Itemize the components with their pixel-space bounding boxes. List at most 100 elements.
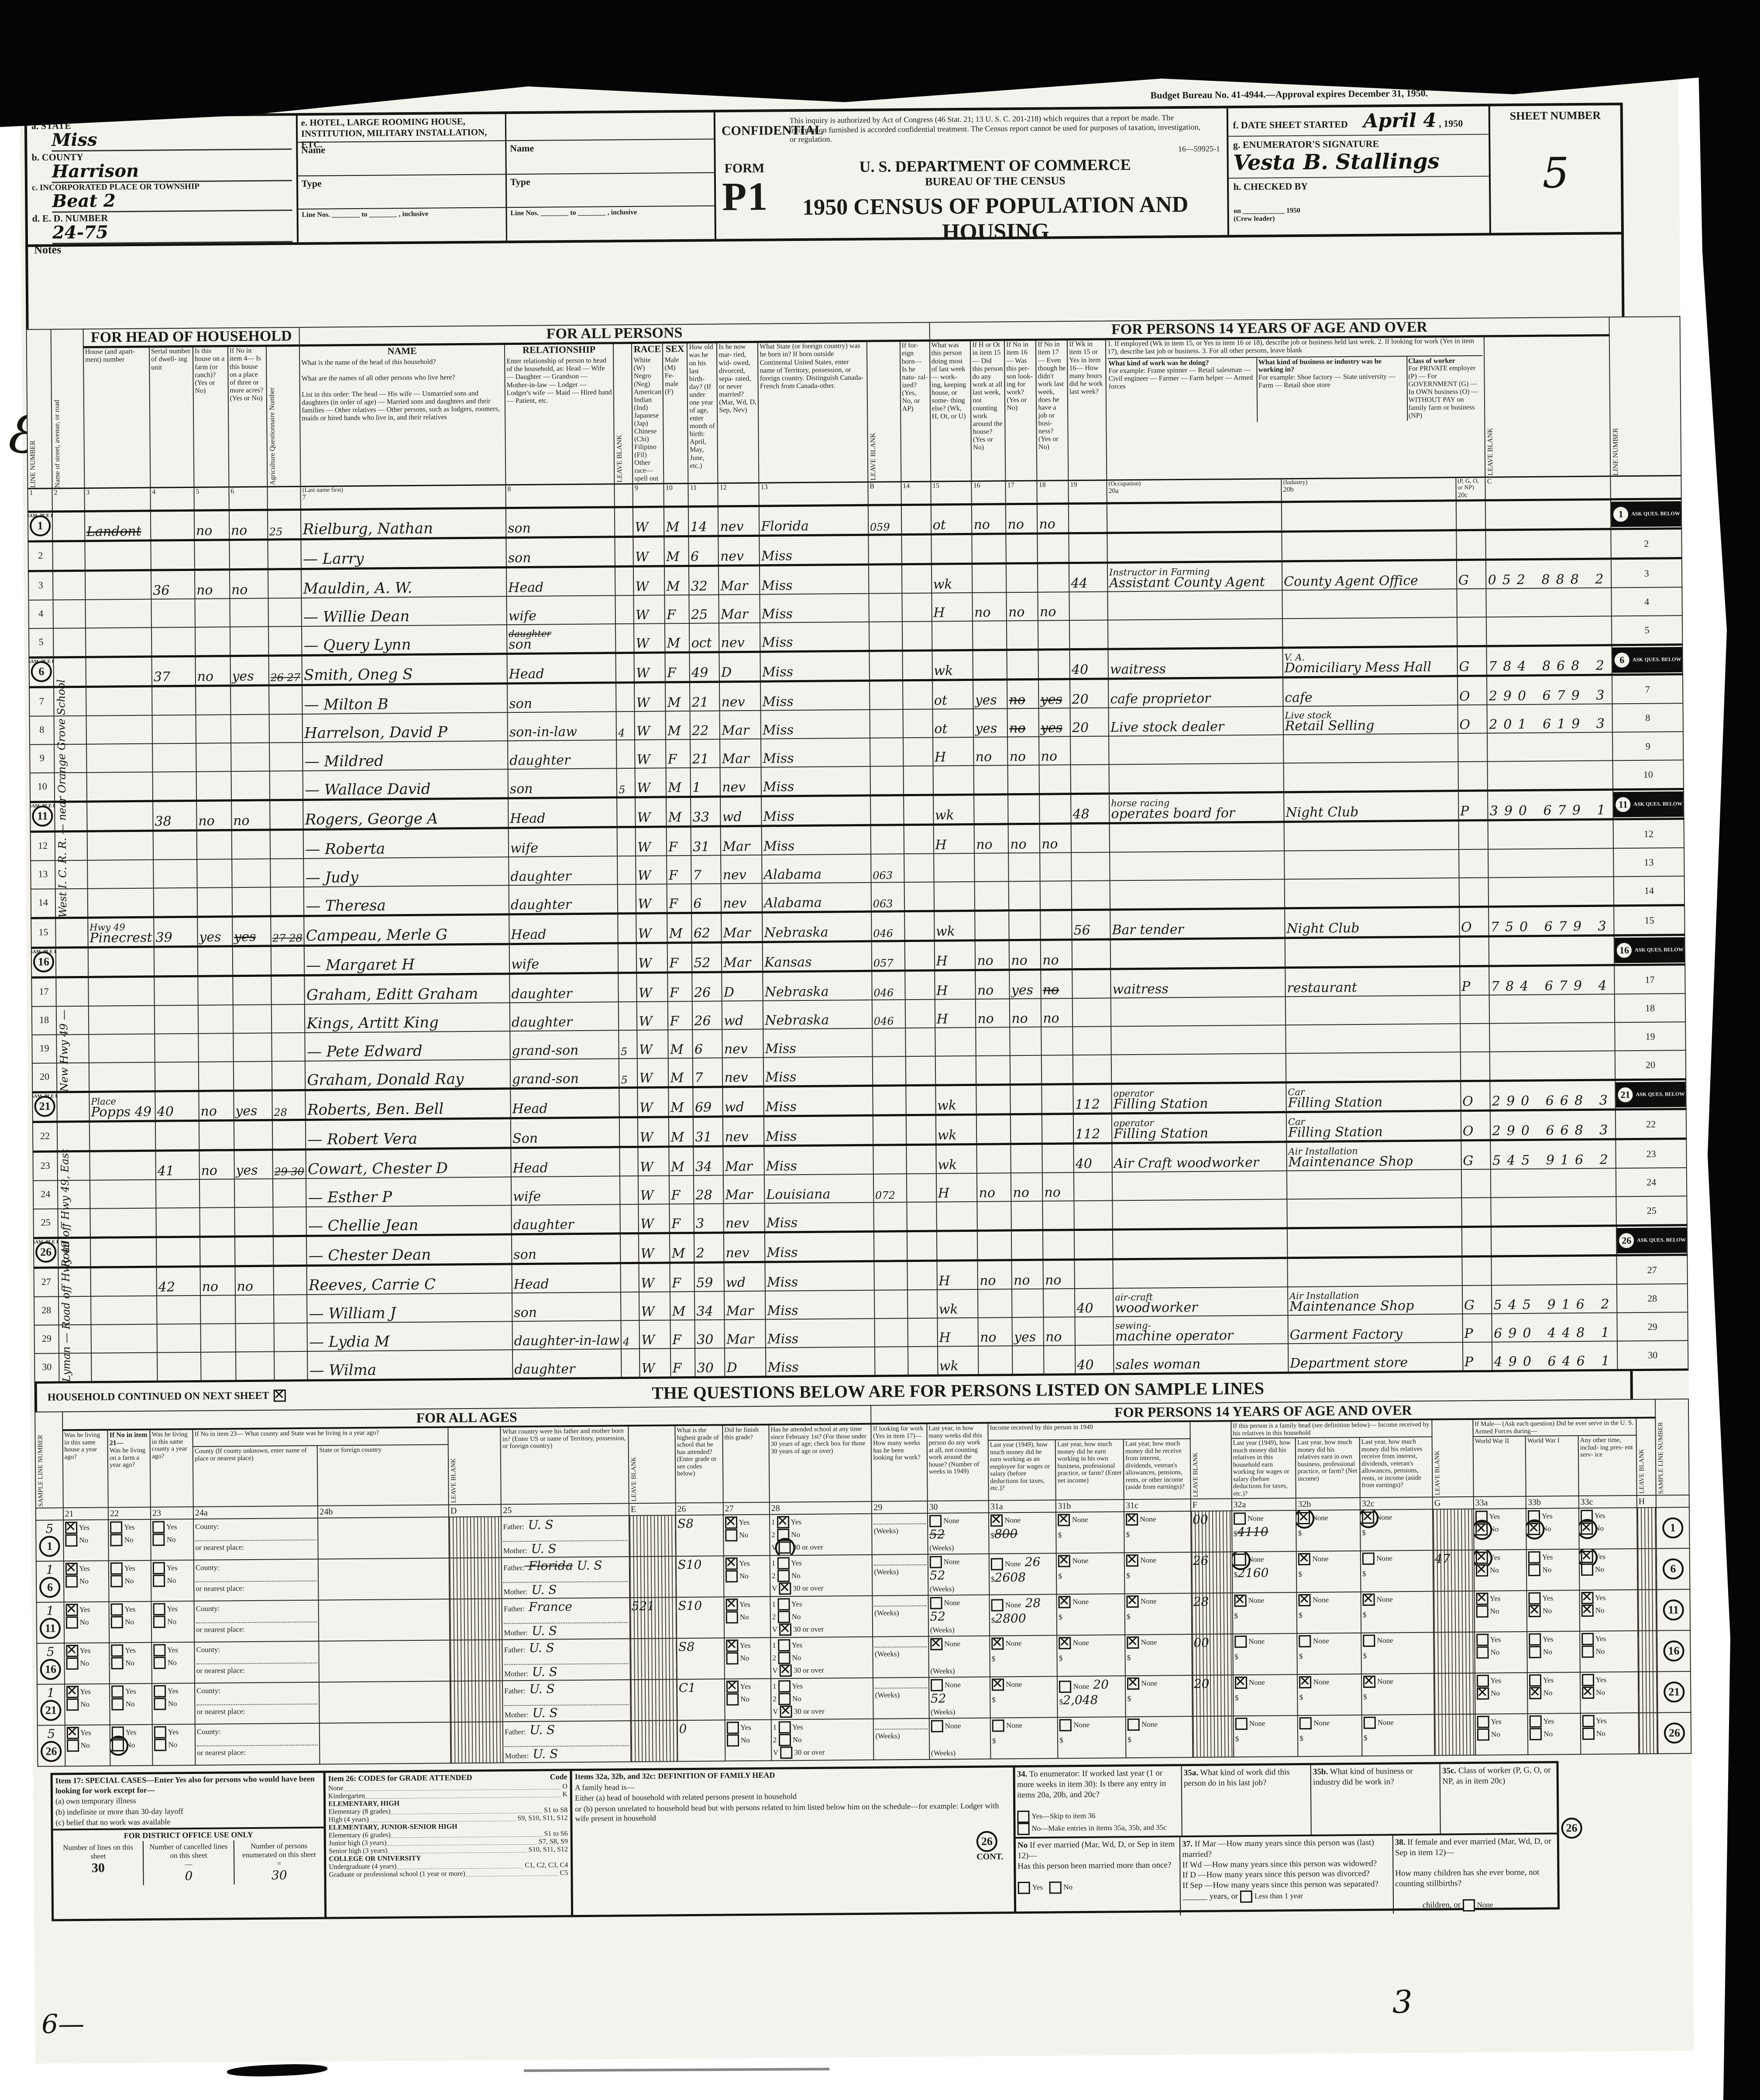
cell-age: 21	[690, 739, 720, 768]
q29-line	[875, 1719, 928, 1730]
cell-name: Harrelson, David P	[302, 712, 508, 743]
cell-mar: Mar	[719, 710, 761, 739]
cell-born-value: Miss	[761, 606, 793, 622]
num-serial-label: 4	[152, 488, 156, 496]
cell-mar-value: Mar	[722, 751, 749, 767]
cell-age: 59	[694, 1262, 725, 1292]
cell-occ-value: waitress	[1112, 981, 1169, 997]
cell-nat	[901, 534, 932, 564]
cell-D	[450, 1722, 503, 1763]
cell-age: 26	[692, 1001, 722, 1030]
snum-21: 21	[63, 1507, 109, 1520]
cell-25: Father: U. S Mother: U. S	[501, 1516, 629, 1558]
cell-rel-value: daughter	[510, 869, 571, 885]
cell-31b-none-box	[1058, 1596, 1071, 1609]
cell-25: Father: U. S Mother: U. S	[503, 1721, 631, 1763]
cell-sex-value: F	[667, 665, 677, 681]
cell-32c-none-label: None	[1374, 1554, 1392, 1563]
cell-age: oct	[689, 623, 719, 653]
cell-house	[87, 831, 154, 861]
cell-c3	[1489, 994, 1615, 1024]
cell-nat	[905, 999, 935, 1028]
cell-sex-value: M	[670, 1100, 684, 1116]
s-q21-no-box	[66, 1657, 79, 1670]
cell-job: no	[1041, 969, 1072, 999]
cell-33a: Yes No	[1475, 1714, 1528, 1756]
num-cls-label: 20c	[1458, 491, 1468, 499]
cell-rn: 13	[1613, 848, 1684, 877]
q28-30over: 30 or over	[778, 1541, 823, 1554]
h-sex-title: SEX	[665, 343, 684, 354]
print-code: 16—59925-1	[1178, 144, 1220, 154]
cell-32a: None$	[1232, 1592, 1297, 1634]
item34-text: To enumerator: If worked last year (1 or…	[1017, 1768, 1166, 1800]
q27-yes-label: Yes	[737, 1518, 750, 1527]
cell-D	[449, 1516, 502, 1558]
cell-rel-value: Head	[513, 1276, 549, 1292]
cell-cls	[1461, 1197, 1492, 1227]
cell-32b-none-label: None	[1310, 1595, 1329, 1605]
cell-sex-value: F	[671, 1216, 681, 1232]
cell-name: — Milton B	[302, 683, 508, 715]
cell-ind	[1283, 733, 1458, 763]
cell-look	[1006, 533, 1038, 564]
cell-32b: None$	[1296, 1592, 1361, 1634]
cell-bc: 046	[872, 1000, 905, 1028]
snum-right	[1656, 1495, 1689, 1508]
grade-code-value: S10, S11, S12	[528, 1845, 568, 1853]
cell-act-value: wk	[937, 1127, 957, 1143]
cell-32a-none: None	[1234, 1594, 1264, 1607]
cell-acres-value: yes	[235, 1103, 258, 1119]
h-race-title: RACE	[633, 343, 661, 355]
q28-2: 2	[773, 1694, 778, 1703]
famdef-l3: or (b) person unrelated to household hea…	[575, 1801, 999, 1823]
cell-sex-value: M	[670, 1070, 684, 1086]
cell-hrs: 40	[1069, 649, 1109, 679]
cell-act-value: H	[936, 1011, 948, 1027]
q30-none-box	[930, 1679, 943, 1691]
cell-name: — Chester Dean	[306, 1234, 512, 1266]
q28-v: V	[773, 1748, 780, 1757]
grade-code-label: ELEMENTARY, JUNIOR-SENIOR HIGH	[328, 1822, 457, 1832]
h-income: Income received by this person in 1949	[988, 1421, 1190, 1440]
cell-mar: Mar	[724, 1319, 766, 1348]
cell-job: no	[1040, 939, 1072, 970]
cell-nat	[904, 825, 934, 854]
cell-house	[90, 1267, 157, 1297]
cell-serial: 40	[155, 1091, 199, 1121]
cell-age-value: 6	[693, 896, 702, 912]
cell-serial: 38	[153, 801, 197, 831]
cell-sex: F	[669, 1204, 694, 1234]
s-q21-yes: Yes	[65, 1521, 90, 1534]
grade-code-value: K	[562, 1790, 568, 1798]
item38-none-checkbox	[1462, 1899, 1475, 1911]
cell-ind	[1282, 530, 1457, 562]
cell-sex: F	[666, 826, 691, 856]
cell-look: no	[1009, 940, 1041, 970]
cell-farm	[199, 1120, 234, 1151]
cell-act-value: wk	[939, 1358, 959, 1374]
cell-wrk: no	[975, 940, 1010, 970]
q30-weeks-label: (Weeks)	[931, 1749, 956, 1757]
cell-race: W	[639, 1263, 670, 1292]
cell-33c-no-label: No	[1593, 1606, 1605, 1615]
bottom-right-mark: 3	[1392, 1983, 1413, 2021]
cell-nat	[908, 1346, 938, 1376]
cell-race: W	[637, 1030, 669, 1059]
cell-rn: 12	[1613, 818, 1684, 849]
cell-31a-none-box	[990, 1558, 1003, 1571]
cell-job-value: no	[1041, 749, 1058, 764]
num-occ-label: 20a	[1108, 487, 1119, 495]
cell-race: W	[633, 507, 664, 537]
cell-27: Yes No	[723, 1555, 770, 1597]
cell-hrs-value: 40	[1076, 1300, 1093, 1316]
cell-acres: no	[231, 800, 270, 830]
q30-weeks-value: 52	[929, 1568, 945, 1583]
cell-33c: Yes No	[1579, 1549, 1638, 1591]
code-col-label: Code	[550, 1772, 567, 1781]
h-mar: Is he now mar- ried, wid- owed, divorced…	[717, 342, 759, 483]
cell-c3	[1485, 529, 1611, 560]
num-mar-label: 12	[719, 483, 727, 491]
grade-code-leader	[386, 1838, 537, 1846]
cell-job	[1042, 1084, 1073, 1114]
